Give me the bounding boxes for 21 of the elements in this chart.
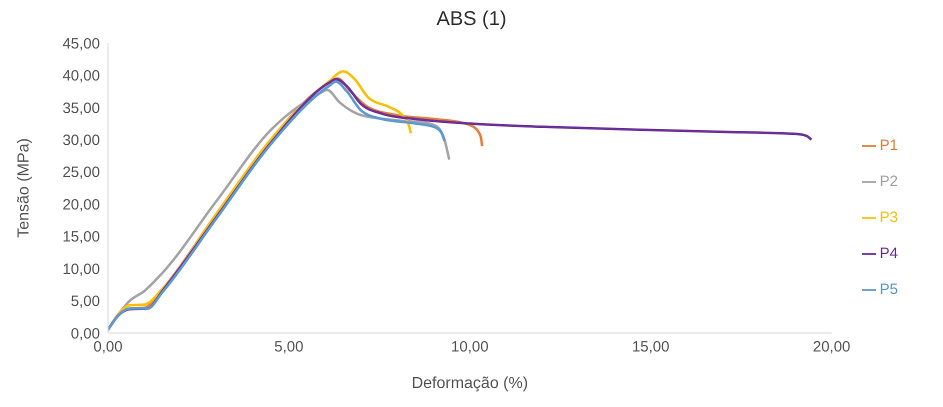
y-tick-label: 25,00 — [62, 164, 100, 182]
x-axis-title: Deformação (%) — [412, 375, 528, 392]
legend-label: P1 — [880, 137, 898, 154]
x-tick-label: 10,00 — [451, 338, 489, 356]
legend-label: P3 — [880, 209, 898, 226]
legend-label: P4 — [880, 245, 898, 262]
x-tick-label: 5,00 — [274, 338, 304, 356]
y-axis-title: Tensão (MPa) — [16, 138, 33, 238]
chart-title: ABS (1) — [436, 8, 507, 30]
y-tick-label: 5,00 — [70, 293, 100, 310]
y-tick-label: 15,00 — [62, 228, 100, 246]
y-tick-label: 10,00 — [62, 260, 100, 278]
y-tick-label: 30,00 — [62, 132, 100, 149]
y-tick-label: 35,00 — [62, 100, 100, 117]
legend-label: P5 — [880, 281, 898, 298]
y-tick-label: 20,00 — [62, 196, 100, 214]
x-tick-label: 15,00 — [632, 338, 670, 356]
legend-label: P2 — [880, 173, 898, 190]
x-tick-label: 20,00 — [812, 338, 850, 356]
y-tick-label: 45,00 — [62, 35, 100, 52]
y-tick-label: 40,00 — [62, 68, 100, 85]
